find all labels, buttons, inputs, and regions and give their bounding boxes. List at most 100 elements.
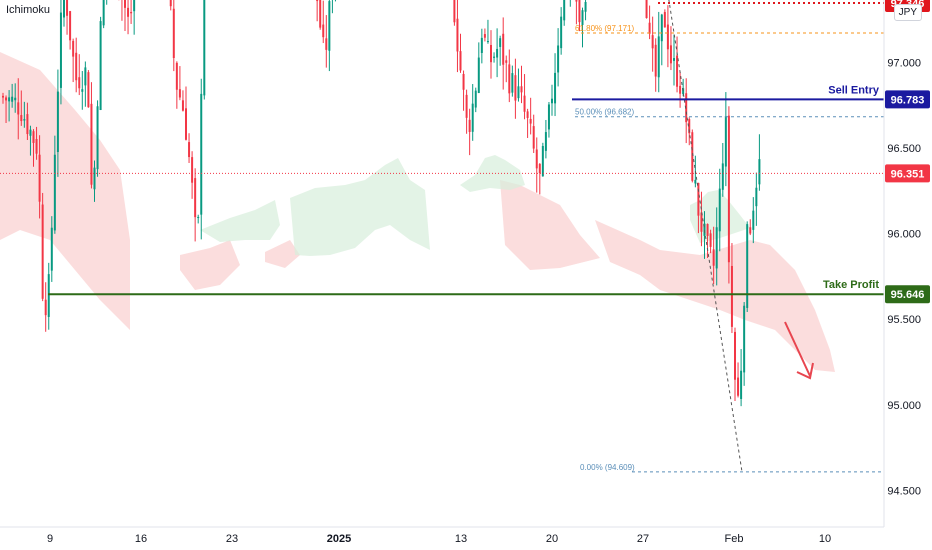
candle-body	[712, 249, 715, 266]
candle-body	[468, 119, 471, 132]
candle-body	[130, 11, 133, 14]
candle-body	[666, 24, 669, 50]
candle-body	[529, 118, 532, 124]
candle-body	[87, 72, 90, 108]
candle-body	[669, 45, 672, 64]
candle-body	[93, 167, 96, 190]
candle-body	[456, 18, 459, 52]
candle-body	[679, 85, 682, 94]
candle-body	[200, 93, 203, 215]
candle-body	[575, 0, 578, 2]
cloud-bearish	[180, 240, 240, 290]
candle-body	[203, 0, 206, 96]
time-tick-label: 10	[819, 533, 831, 545]
candle-body	[56, 91, 59, 153]
candle-body	[502, 33, 505, 65]
sell-entry-price-tag-bg	[885, 90, 930, 109]
candle-body	[465, 94, 468, 118]
candle-body	[175, 62, 178, 90]
candle-body	[730, 265, 733, 327]
candle-body	[578, 0, 581, 23]
candle-body	[81, 89, 84, 92]
candle-body	[532, 126, 535, 149]
candle-body	[691, 132, 694, 181]
candle-body	[505, 60, 508, 63]
candle-body	[486, 41, 489, 43]
candle-body	[325, 38, 328, 50]
current-price-tag-text: 96.351	[891, 168, 925, 180]
candle-body	[648, 22, 651, 34]
fib-level-label: 50.00% (96.682)	[575, 108, 634, 117]
candle-body	[746, 224, 749, 308]
candle-body	[654, 44, 657, 77]
sell-entry-price-tag: 96.783	[885, 90, 930, 109]
candle-body	[69, 11, 72, 41]
candle-body	[673, 58, 675, 61]
fib-retracement: 100.00% (98.754)61.80% (97.171)50.00% (9…	[575, 0, 884, 473]
candle-body	[645, 0, 648, 19]
cloud-bearish	[500, 180, 600, 270]
candle-body	[703, 223, 706, 236]
candle-body	[718, 188, 721, 232]
take-profit-price-tag: 95.646	[885, 285, 930, 304]
arrow-head	[796, 362, 814, 380]
candle-body	[755, 187, 758, 207]
candle-body	[26, 114, 29, 135]
candle-body	[90, 103, 93, 185]
candle-body	[526, 111, 529, 118]
candle-body	[547, 104, 550, 130]
candle-body	[563, 0, 566, 21]
candle-body	[560, 16, 563, 49]
candle-body	[511, 73, 514, 93]
candle-body	[743, 305, 746, 373]
candle-body	[127, 7, 130, 17]
indicator-label: Ichimoku	[6, 4, 51, 16]
candle-body	[758, 159, 761, 185]
candle-body	[99, 21, 102, 111]
projection-arrow	[784, 321, 814, 380]
candle-body	[660, 14, 663, 42]
fib-level-label: 0.00% (94.609)	[580, 463, 635, 472]
candle-body	[706, 223, 709, 236]
candle-body	[8, 97, 11, 102]
candle-body	[319, 0, 322, 28]
candle-body	[29, 129, 32, 136]
candle-body	[737, 377, 740, 396]
take-profit-label: Take Profit	[823, 279, 879, 291]
candle-body	[53, 154, 56, 231]
take-profit-price-tag-text: 95.646	[891, 289, 925, 301]
candle-body	[480, 37, 483, 53]
candle-body	[493, 56, 496, 58]
candle-body	[749, 227, 752, 234]
currency-badge[interactable]: JPY	[893, 4, 922, 21]
candle-body	[499, 38, 502, 47]
candle-body	[752, 210, 755, 230]
candles	[2, 0, 761, 407]
candle-body	[78, 77, 81, 89]
candle-body	[517, 86, 520, 99]
candle-body	[557, 45, 560, 73]
candle-body	[651, 35, 654, 49]
time-tick-label: 23	[226, 533, 238, 545]
candle-body	[740, 370, 743, 399]
candle-body	[483, 34, 486, 38]
candle-body	[32, 131, 35, 143]
candle-body	[709, 233, 712, 247]
candle-body	[734, 331, 736, 380]
candle-body	[523, 95, 526, 112]
candle-body	[197, 216, 200, 219]
candle-body	[84, 67, 87, 86]
candle-body	[178, 89, 181, 98]
candle-body	[181, 100, 184, 111]
candle-body	[59, 12, 62, 88]
time-tick-label: 9	[47, 533, 53, 545]
candle-body	[520, 86, 523, 93]
cloud-bearish	[0, 52, 130, 330]
candle-body	[514, 75, 517, 101]
candle-body	[700, 212, 703, 232]
candle-body	[676, 55, 679, 87]
candle-body	[663, 12, 666, 28]
candle-body	[322, 24, 325, 38]
